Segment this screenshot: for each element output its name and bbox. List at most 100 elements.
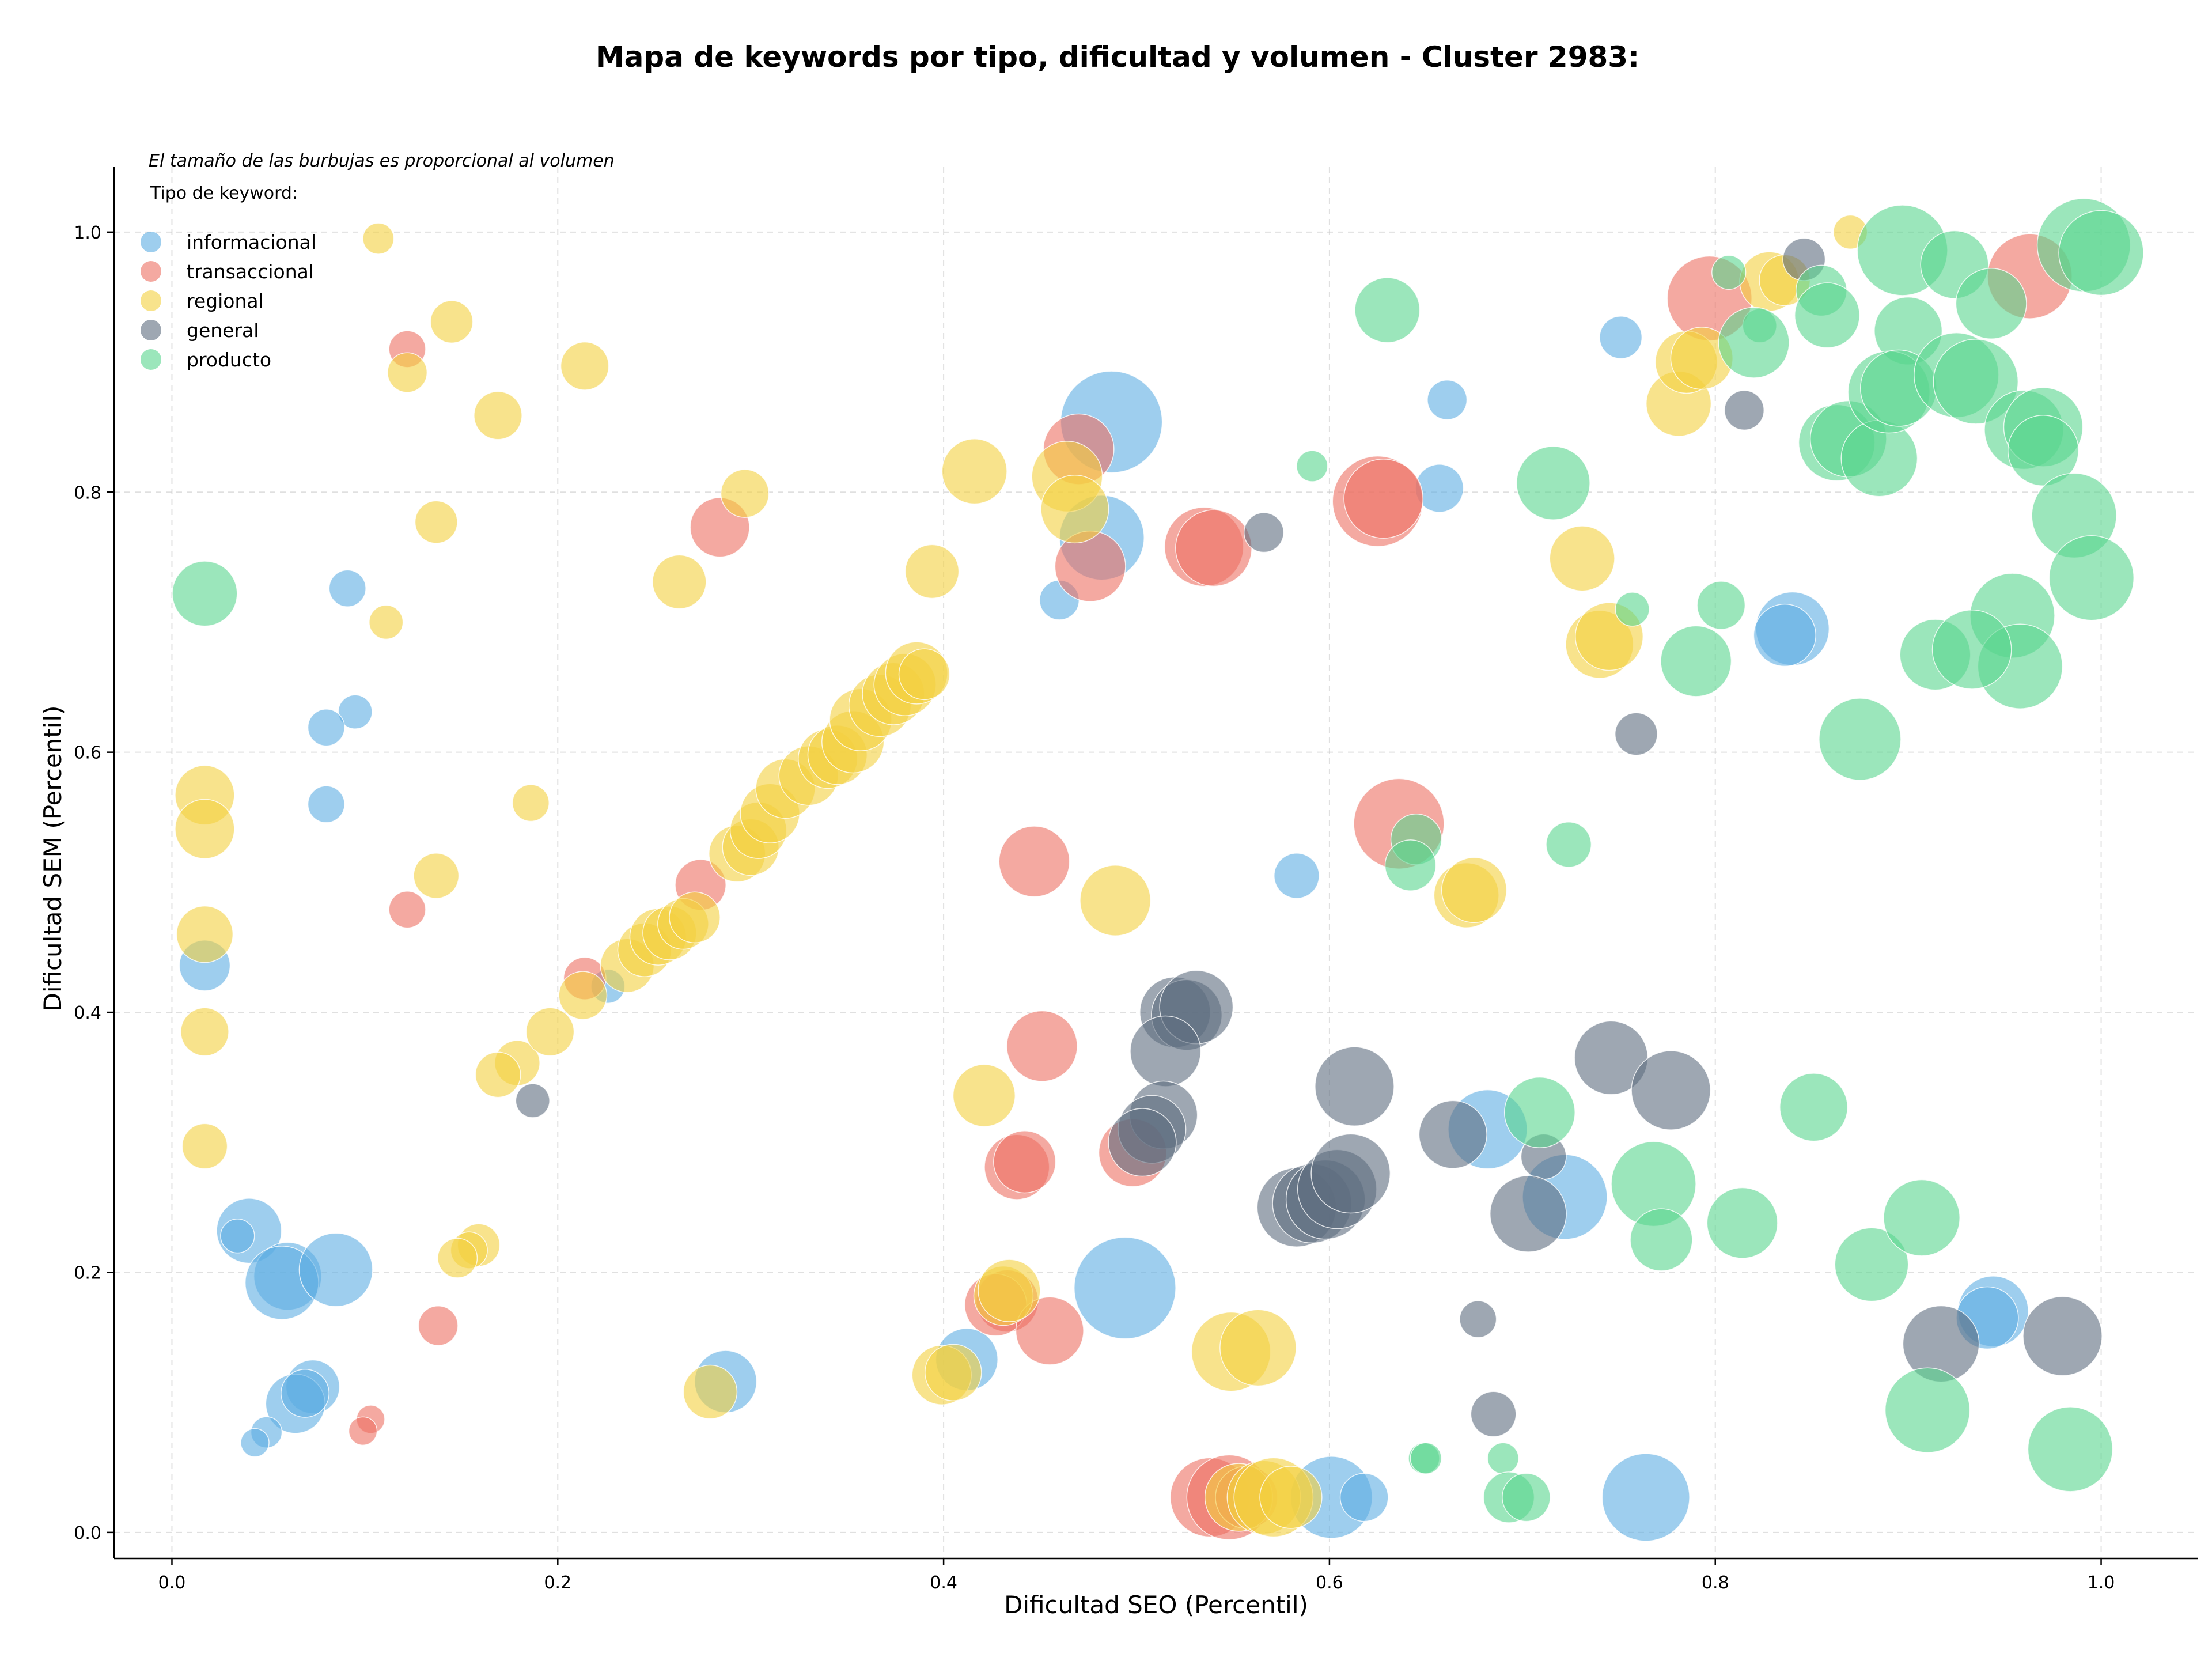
legend-label-regional: regional <box>187 290 264 312</box>
bubble-transaccional <box>1015 1296 1084 1365</box>
bubble-general <box>515 1083 550 1118</box>
bubble-regional <box>1219 1309 1297 1387</box>
bubble-general <box>1310 1133 1391 1214</box>
legend-marker-producto <box>141 349 161 370</box>
bubble-general <box>1418 1100 1487 1169</box>
bubble-regional <box>1040 475 1109 544</box>
bubble-regional <box>952 1064 1016 1127</box>
bubble-informacional <box>1427 379 1468 421</box>
legend-label-informacional: informacional <box>187 231 316 253</box>
bubble-producto <box>1955 267 2027 339</box>
series-general <box>515 237 2103 1437</box>
x-tick-label: 0.4 <box>930 1573 957 1593</box>
bubble-informacional <box>1599 316 1643 360</box>
bubble-general <box>1724 390 1765 431</box>
bubble-producto <box>1834 1227 1909 1302</box>
bubble-producto <box>1706 1187 1778 1259</box>
y-tick-label: 0.8 <box>74 483 101 503</box>
bubble-producto <box>1883 1179 1960 1257</box>
bubble-regional <box>1441 857 1508 923</box>
bubble-regional <box>387 352 428 393</box>
bubble-general <box>1459 1300 1497 1338</box>
bubble-producto <box>1384 839 1437 891</box>
bubble-regional <box>180 1007 229 1057</box>
bubble-informacional <box>1274 853 1320 899</box>
bubble-informacional <box>1339 1473 1389 1522</box>
x-tick-label: 1.0 <box>2088 1573 2115 1593</box>
bubble-general <box>1470 1391 1517 1437</box>
bubble-producto <box>1779 1073 1849 1142</box>
bubble-general <box>1489 1175 1567 1253</box>
axes <box>113 167 2198 1560</box>
legend-items: informacional transaccional regional genera… <box>141 231 316 371</box>
bubble-regional <box>475 1051 521 1098</box>
bubbles <box>172 198 2144 1542</box>
bubble-producto <box>1660 625 1732 697</box>
bubble-producto <box>1502 1473 1551 1522</box>
legend-label-general: general <box>187 319 259 342</box>
bubble-regional <box>414 500 458 544</box>
bubble-size-note: El tamaño de las burbujas es proporciona… <box>149 151 615 171</box>
tick-labels: 0.0 0.2 0.4 0.6 0.8 1.0 0.0 0.2 0.4 0.6 0.8 1.0 <box>74 223 2115 1593</box>
bubble-producto <box>2027 1406 2113 1492</box>
bubble-general <box>1614 712 1658 756</box>
bubble-informacional <box>281 1368 329 1418</box>
y-tick-label: 0.4 <box>74 1003 101 1023</box>
bubble-producto <box>1794 282 1861 349</box>
bubble-general <box>1108 1108 1177 1177</box>
bubble-general <box>1130 1015 1202 1087</box>
bubble-producto <box>1410 1442 1442 1474</box>
bubble-transaccional <box>348 1416 378 1446</box>
bubble-regional <box>941 438 1007 505</box>
bubble-transaccional <box>993 1130 1056 1194</box>
legend-marker-regional <box>141 290 161 311</box>
bubble-regional <box>512 784 550 822</box>
bubble-informacional <box>338 694 373 729</box>
legend-title: Tipo de keyword: <box>150 183 298 203</box>
bubble-regional <box>683 1364 738 1420</box>
bubble-informacional <box>1753 603 1816 667</box>
bubble-general <box>1315 1046 1395 1127</box>
bubble-regional <box>720 469 770 518</box>
legend-marker-transaccional <box>141 261 161 282</box>
y-axis-label: Dificultad SEM (Percentil) <box>39 706 67 1012</box>
y-tick-label: 0.2 <box>74 1263 101 1283</box>
bubble-regional <box>176 905 234 963</box>
bubble-informacional <box>307 709 345 747</box>
bubble-producto <box>172 561 238 627</box>
bubble-transaccional <box>1006 1010 1078 1082</box>
bubble-regional <box>362 222 395 255</box>
x-tick-label: 0.0 <box>158 1573 186 1593</box>
x-axis-label: Dificultad SEO (Percentil) <box>1004 1591 1308 1619</box>
bubble-regional <box>413 853 460 899</box>
bubble-general <box>1631 1050 1711 1130</box>
bubble-producto <box>1503 1076 1575 1148</box>
bubble-producto <box>1711 255 1747 290</box>
bubble-producto <box>2058 210 2144 296</box>
x-tick-label: 0.2 <box>544 1573 571 1593</box>
bubble-producto <box>1696 581 1746 630</box>
bubble-regional <box>525 1007 575 1057</box>
series-producto <box>172 198 2144 1523</box>
series-regional <box>175 214 1868 1538</box>
bubble-transaccional <box>1175 509 1252 587</box>
y-tick-label: 0.6 <box>74 743 101 763</box>
x-tick-label: 0.6 <box>1316 1573 1343 1593</box>
bubble-producto <box>1296 450 1328 482</box>
bubble-producto <box>2048 535 2135 621</box>
bubble-producto <box>1931 610 2012 690</box>
bubble-general <box>1243 512 1285 553</box>
chart-title: Mapa de keywords por tipo, dificultad y … <box>596 40 1639 74</box>
bubble-transaccional <box>388 891 426 929</box>
legend-label-producto: producto <box>187 349 271 371</box>
bubble-regional <box>369 604 404 640</box>
legend: El tamaño de las burbujas es proporciona… <box>141 151 615 371</box>
bubble-regional <box>1549 525 1615 592</box>
bubble-regional <box>558 971 608 1020</box>
bubble-informacional <box>220 1219 255 1254</box>
bubble-regional <box>437 1238 478 1278</box>
bubble-regional <box>430 300 474 344</box>
bubble-producto <box>1516 446 1590 520</box>
bubble-producto <box>1718 307 1790 379</box>
